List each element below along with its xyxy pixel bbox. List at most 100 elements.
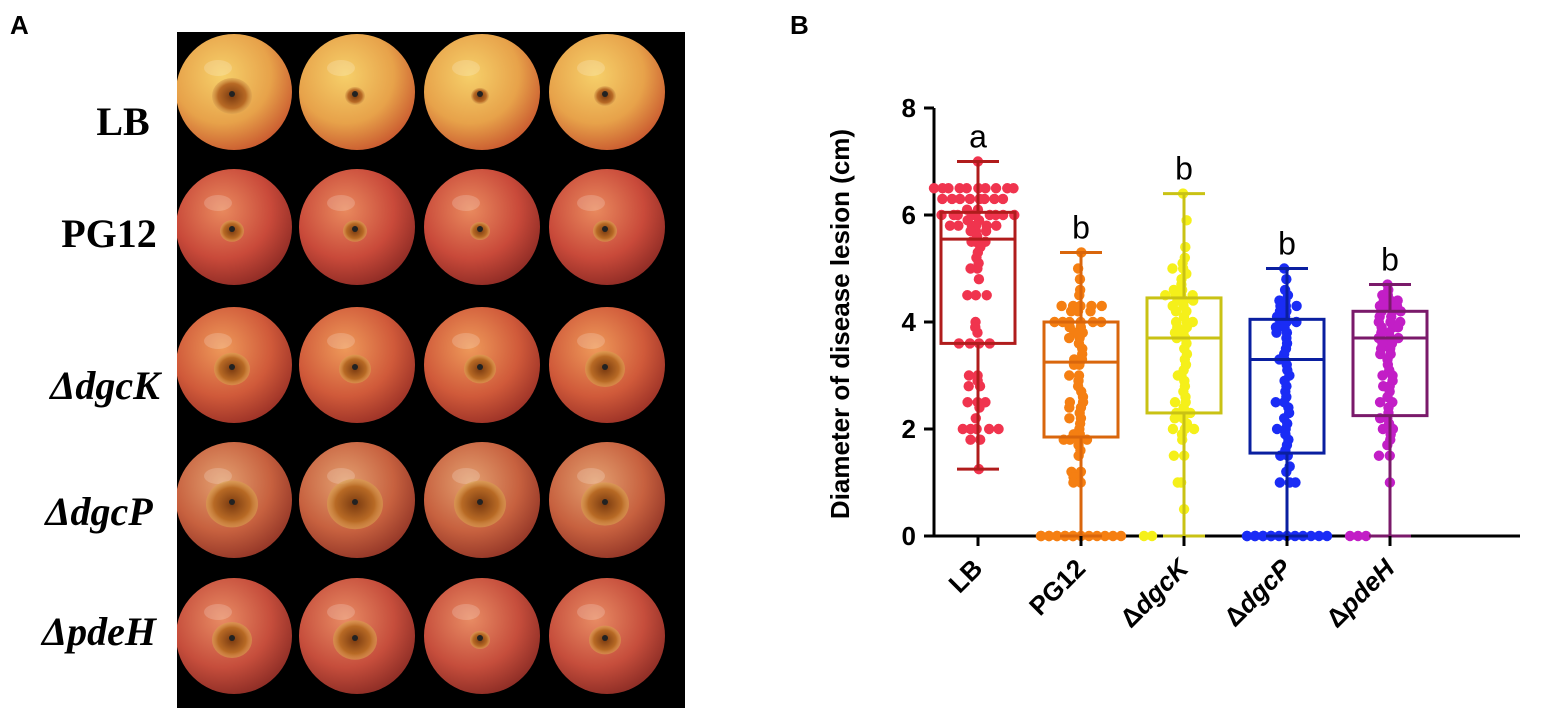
data-point — [1374, 397, 1386, 408]
data-point — [973, 274, 985, 285]
data-point — [979, 193, 990, 205]
apple-4-4 — [549, 442, 665, 558]
data-point — [970, 290, 982, 301]
data-point — [1177, 434, 1188, 445]
data-point — [974, 381, 986, 392]
box-iqr — [1248, 317, 1326, 455]
data-point — [937, 183, 948, 194]
apple-1-3 — [424, 34, 540, 150]
data-point — [1290, 477, 1301, 488]
apple-1-4 — [549, 34, 665, 150]
apple-2-4 — [549, 169, 665, 285]
x-tick-label: ΔdgcP — [1218, 553, 1298, 633]
significance-letter: a — [969, 119, 987, 155]
data-point — [954, 183, 965, 194]
data-point — [1352, 530, 1364, 542]
x-tick-label: PG12 — [1023, 553, 1091, 621]
row-label-lb: LB — [96, 99, 150, 144]
data-point — [1170, 306, 1182, 317]
data-point — [965, 434, 976, 445]
data-point — [963, 370, 975, 381]
data-point — [1064, 413, 1075, 424]
box-group-1 — [928, 156, 1020, 475]
x-tick-label: ΔpdeH — [1320, 552, 1401, 633]
data-point — [1172, 477, 1183, 488]
data-point — [1270, 397, 1281, 408]
apple-3-1 — [176, 307, 292, 423]
apple-5-2 — [299, 578, 415, 694]
data-point — [1375, 348, 1386, 360]
data-point — [1392, 322, 1404, 333]
data-point — [991, 220, 1002, 231]
data-point — [972, 327, 983, 338]
data-point — [1377, 370, 1388, 381]
data-point — [1107, 530, 1119, 542]
apple-4-1 — [176, 442, 292, 558]
data-point — [1360, 530, 1372, 542]
data-point — [1249, 530, 1261, 542]
data-point — [1074, 290, 1085, 301]
data-point — [993, 423, 1004, 435]
data-point — [1188, 423, 1200, 435]
y-tick-label: 8 — [902, 93, 916, 123]
y-tick-label: 4 — [902, 307, 917, 337]
box-iqr — [1351, 309, 1429, 418]
data-point — [1167, 263, 1178, 274]
apple-2-1 — [176, 169, 292, 285]
apple-2-2 — [299, 169, 415, 285]
data-point — [1271, 423, 1283, 435]
data-point — [990, 183, 1002, 194]
data-point — [983, 423, 995, 435]
data-point — [1241, 530, 1253, 542]
box-group-2 — [1035, 247, 1127, 542]
data-point — [1321, 530, 1333, 542]
data-point — [965, 423, 976, 435]
data-point — [1065, 306, 1077, 317]
row-label-pdeh: ΔpdeH — [42, 609, 156, 654]
apple-photo-panel — [176, 32, 685, 708]
apple-4-2 — [299, 442, 415, 558]
data-point — [962, 290, 973, 301]
data-point — [1291, 300, 1302, 312]
data-point — [965, 263, 976, 274]
data-point — [980, 183, 991, 194]
y-axis-title: Diameter of disease lesion (cm) — [825, 129, 855, 519]
box-iqr — [1145, 296, 1223, 415]
data-point — [1064, 370, 1075, 381]
apple-3-2 — [299, 307, 415, 423]
data-point — [1099, 530, 1111, 542]
box-group-5 — [1344, 279, 1429, 542]
data-point — [946, 193, 958, 205]
data-point — [1115, 530, 1127, 542]
data-point — [1344, 530, 1356, 542]
apple-5-3 — [424, 578, 540, 694]
data-point — [1169, 413, 1181, 424]
box-group-4 — [1241, 263, 1333, 542]
data-point — [1271, 327, 1282, 338]
x-tick-label: LB — [943, 553, 989, 599]
apple-2-3 — [424, 169, 540, 285]
data-point — [928, 183, 940, 194]
y-tick-label: 6 — [902, 200, 916, 230]
apple-photo-grid — [176, 34, 665, 694]
data-point — [964, 193, 976, 205]
data-point — [1146, 530, 1158, 542]
data-point — [957, 423, 969, 435]
panel-label-a: A — [10, 10, 29, 40]
data-point — [1169, 397, 1181, 408]
significance-letter: b — [1072, 209, 1090, 245]
apple-3-4 — [549, 307, 665, 423]
y-tick-label: 0 — [902, 521, 916, 551]
apple-1-1 — [176, 34, 292, 150]
data-point — [981, 290, 992, 301]
data-point — [989, 193, 1000, 205]
box-group-3 — [1138, 188, 1223, 542]
data-point — [1167, 423, 1179, 435]
data-point — [1313, 530, 1325, 542]
apple-5-1 — [176, 578, 292, 694]
y-tick-label: 2 — [902, 414, 916, 444]
data-point — [963, 381, 974, 392]
significance-letter: b — [1278, 226, 1296, 262]
apple-1-2 — [299, 34, 415, 150]
data-point — [1257, 530, 1269, 542]
